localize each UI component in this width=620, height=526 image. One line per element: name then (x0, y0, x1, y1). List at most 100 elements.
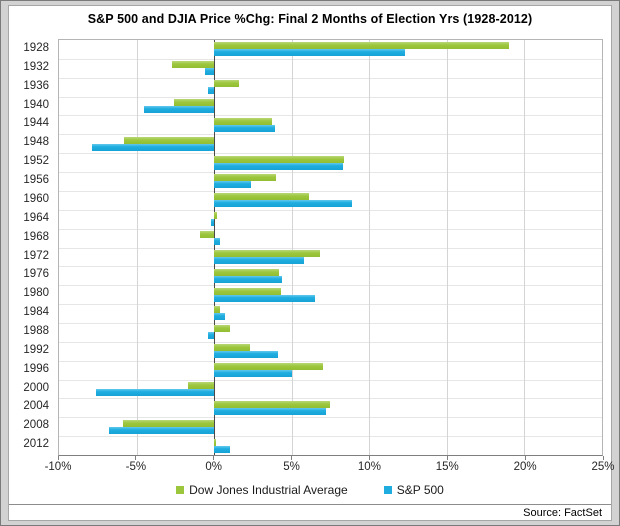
row-gridline (59, 134, 602, 136)
bar-1972-sp500 (214, 256, 305, 264)
sp500-legend-swatch-icon (383, 486, 392, 494)
y-axis-labels: 1928 1932 1936 1940 1944 1948 1952 1956 1960 1964… (9, 39, 53, 456)
vertical-gridline (446, 40, 448, 455)
footer-divider (9, 504, 611, 505)
bar-1948-djia (124, 136, 215, 144)
x-tick-mark (213, 456, 215, 460)
vertical-gridline (369, 40, 371, 455)
y-tick-label: 1968 (23, 230, 49, 243)
zero-axis-line (214, 40, 216, 455)
y-tick-label: 1936 (23, 79, 49, 92)
bar-1928-sp500 (214, 49, 405, 57)
y-tick-label: 2000 (23, 381, 49, 394)
row-gridline (59, 228, 602, 230)
bar-1984-sp500 (214, 313, 225, 321)
chart-panel: S&P 500 and DJIA Price %Chg: Final 2 Mon… (8, 5, 615, 521)
row-gridline (59, 322, 602, 324)
bar-1960-djia (214, 193, 309, 201)
djia-legend-label: Dow Jones Industrial Average (189, 483, 348, 497)
y-tick-label: 1948 (23, 136, 49, 149)
y-tick-label: 1984 (23, 306, 49, 319)
bar-1932-djia (172, 61, 215, 69)
x-tick-label: -5% (125, 461, 147, 473)
bar-1968-djia (200, 231, 215, 239)
vertical-gridline (136, 40, 138, 455)
bar-2012-djia (214, 438, 216, 446)
x-tick-mark (135, 456, 137, 460)
bar-1996-sp500 (214, 370, 292, 378)
bar-1996-djia (214, 363, 323, 371)
row-gridline (59, 115, 602, 117)
y-tick-label: 1940 (23, 98, 49, 111)
row-gridline (59, 172, 602, 174)
bar-1940-sp500 (144, 105, 215, 113)
bar-1956-sp500 (214, 181, 252, 189)
x-tick-mark (602, 456, 604, 460)
x-tick-mark (368, 456, 370, 460)
x-tick-label: 5% (283, 461, 300, 473)
bar-1980-sp500 (214, 294, 315, 302)
x-tick-label: -10% (44, 461, 72, 473)
y-tick-label: 1972 (23, 249, 49, 262)
bar-1964-djia (214, 212, 218, 220)
bar-1944-djia (214, 117, 272, 125)
x-tick-label: 10% (357, 461, 381, 473)
row-gridline (59, 209, 602, 211)
row-gridline (59, 417, 602, 419)
bar-2012-sp500 (214, 445, 230, 453)
bar-2008-djia (122, 419, 215, 427)
bar-1968-sp500 (214, 238, 221, 246)
y-tick-label: 1980 (23, 287, 49, 300)
y-tick-label: 2008 (23, 419, 49, 432)
y-tick-label: 1996 (23, 362, 49, 375)
x-tick-mark (446, 456, 448, 460)
y-tick-label: 1976 (23, 268, 49, 281)
row-gridline (59, 304, 602, 306)
bar-1972-djia (214, 249, 320, 257)
row-gridline (59, 379, 602, 381)
bar-1964-sp500 (211, 219, 215, 227)
x-tick-mark (57, 456, 59, 460)
bar-1992-sp500 (214, 351, 278, 359)
bar-1932-sp500 (204, 68, 215, 76)
y-tick-label: 1992 (23, 343, 49, 356)
y-tick-label: 1960 (23, 192, 49, 205)
bar-1988-djia (214, 325, 230, 333)
bar-1976-djia (214, 268, 280, 276)
djia-legend-swatch-icon (176, 486, 185, 494)
vertical-gridline (524, 40, 526, 455)
chart-title: S&P 500 and DJIA Price %Chg: Final 2 Mon… (87, 12, 533, 26)
bar-1944-sp500 (214, 124, 275, 132)
row-gridline (59, 398, 602, 400)
row-gridline (59, 77, 602, 79)
bar-1952-djia (214, 155, 345, 163)
bar-1956-djia (214, 174, 277, 182)
row-gridline (59, 285, 602, 287)
row-gridline (59, 247, 602, 249)
legend: Dow Jones Industrial Average S&P 500 (9, 483, 611, 497)
y-tick-label: 1956 (23, 174, 49, 187)
bar-1988-sp500 (207, 332, 215, 340)
x-tick-label: 0% (205, 461, 223, 473)
bar-1952-sp500 (214, 162, 343, 170)
bar-1948-sp500 (91, 143, 215, 151)
y-tick-label: 1952 (23, 155, 49, 168)
legend-item-sp500: S&P 500 (383, 483, 444, 497)
row-gridline (59, 96, 602, 98)
row-gridline (59, 58, 602, 60)
bar-1992-djia (214, 344, 250, 352)
row-gridline (59, 153, 602, 155)
y-tick-label: 1932 (23, 60, 49, 73)
y-tick-label: 1944 (23, 117, 49, 130)
bar-2008-sp500 (108, 426, 215, 434)
x-tick-label: 15% (435, 461, 459, 473)
row-gridline (59, 190, 602, 192)
row-gridline (59, 436, 602, 438)
y-tick-label: 2012 (23, 438, 49, 451)
bar-1980-djia (214, 287, 281, 295)
bar-1936-djia (214, 80, 239, 88)
bar-1928-djia (214, 42, 509, 50)
x-tick-label: 25% (591, 461, 615, 473)
x-axis: -10% -5% 0% 5% 10% 15% 20% 25% (45, 456, 615, 478)
bar-1984-djia (214, 306, 221, 314)
